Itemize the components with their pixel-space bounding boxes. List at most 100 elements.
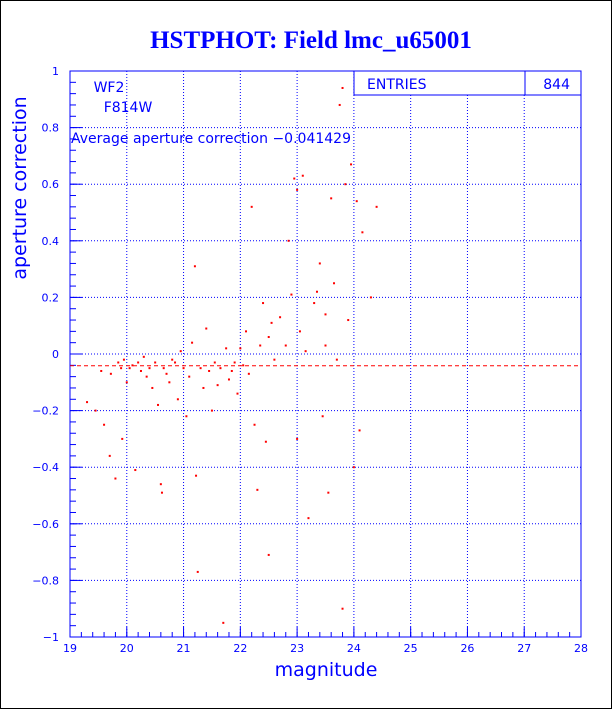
y-tick-label: −1 <box>43 631 59 644</box>
x-tick-label: 21 <box>177 642 191 655</box>
data-point <box>227 378 230 381</box>
filter-label: F814W <box>104 100 153 116</box>
data-point <box>298 330 301 333</box>
x-tick-label: 25 <box>404 642 418 655</box>
x-tick-label: 19 <box>63 642 77 655</box>
stats-label: ENTRIES <box>367 77 427 93</box>
data-point <box>327 491 330 494</box>
data-point <box>350 163 353 166</box>
data-point <box>185 415 188 418</box>
data-point <box>335 358 338 361</box>
data-point <box>307 517 310 520</box>
data-point <box>321 415 324 418</box>
data-point <box>233 361 236 364</box>
data-point <box>108 454 111 457</box>
y-tick-labels: 1 0.8 0.6 0.4 0.2 0 −0.2 −0.4 −0.6 −0.8 −1 <box>32 65 59 644</box>
data-point <box>219 367 222 370</box>
data-point <box>103 423 106 426</box>
data-point <box>296 188 299 191</box>
data-point <box>208 369 211 372</box>
data-point <box>352 466 355 469</box>
y-tick-label: −0.8 <box>32 574 59 587</box>
data-point <box>355 200 358 203</box>
data-point <box>202 386 205 389</box>
data-point <box>145 375 148 378</box>
data-point <box>154 361 157 364</box>
y-tick-label: −0.6 <box>32 518 59 531</box>
data-point <box>315 290 318 293</box>
x-axis-title: magnitude <box>275 659 378 681</box>
data-point <box>195 474 198 477</box>
data-point <box>196 570 199 573</box>
data-point <box>259 344 262 347</box>
x-tick-label: 28 <box>574 642 588 655</box>
data-point <box>256 488 259 491</box>
x-tick-label: 24 <box>347 642 361 655</box>
average-annotation: Average aperture correction −0.041429 <box>71 131 351 147</box>
data-point <box>168 381 171 384</box>
x-tick-label: 26 <box>460 642 474 655</box>
data-point <box>301 174 304 177</box>
data-point <box>267 336 270 339</box>
y-tick-label: 0.4 <box>42 235 60 248</box>
data-point <box>109 372 112 375</box>
data-point <box>369 296 372 299</box>
data-point <box>210 409 213 412</box>
data-point <box>296 437 299 440</box>
data-point <box>120 367 123 370</box>
data-point <box>191 341 194 344</box>
data-point <box>253 423 256 426</box>
data-point <box>205 327 208 330</box>
data-point <box>344 183 347 186</box>
data-point <box>157 403 160 406</box>
data-point <box>182 367 185 370</box>
data-point <box>293 177 296 180</box>
data-point <box>222 621 225 624</box>
y-tick-label: 0 <box>52 348 59 361</box>
data-point <box>341 607 344 610</box>
data-point <box>100 369 103 372</box>
stats-box: ENTRIES 844 <box>353 70 582 96</box>
data-point <box>114 477 117 480</box>
data-point <box>324 344 327 347</box>
data-point <box>284 344 287 347</box>
data-point <box>86 401 89 404</box>
data-point <box>165 372 168 375</box>
data-point <box>287 239 290 242</box>
data-point <box>142 355 145 358</box>
data-point <box>162 367 165 370</box>
data-point <box>131 364 134 367</box>
data-point <box>125 381 128 384</box>
data-point <box>134 469 137 472</box>
x-tick-labels: 19 20 21 22 23 24 25 26 27 28 <box>63 642 588 655</box>
data-point <box>324 313 327 316</box>
data-point <box>267 553 270 556</box>
data-point <box>358 429 361 432</box>
x-tick-label: 27 <box>517 642 531 655</box>
data-point <box>250 205 253 208</box>
data-point <box>304 350 307 353</box>
y-tick-label: −0.4 <box>32 461 59 474</box>
data-point <box>262 302 265 305</box>
grid-lines <box>70 71 581 637</box>
data-point <box>247 372 250 375</box>
data-point <box>216 384 219 387</box>
data-point <box>151 386 154 389</box>
data-point <box>94 409 97 412</box>
chart-title: HSTPHOT: Field lmc_u65001 <box>150 27 472 54</box>
y-tick-label: 0.6 <box>42 178 60 191</box>
data-point <box>122 358 125 361</box>
data-point <box>117 361 120 364</box>
stats-box-frame <box>353 70 582 96</box>
x-tick-label: 20 <box>120 642 134 655</box>
data-point <box>179 350 182 353</box>
data-point <box>160 491 163 494</box>
data-point <box>176 398 179 401</box>
data-point <box>273 358 276 361</box>
data-point <box>159 483 162 486</box>
camera-label: WF2 <box>94 80 125 96</box>
data-point <box>121 437 124 440</box>
y-tick-label: 1 <box>52 65 59 78</box>
data-point <box>338 103 341 106</box>
data-point <box>139 369 142 372</box>
